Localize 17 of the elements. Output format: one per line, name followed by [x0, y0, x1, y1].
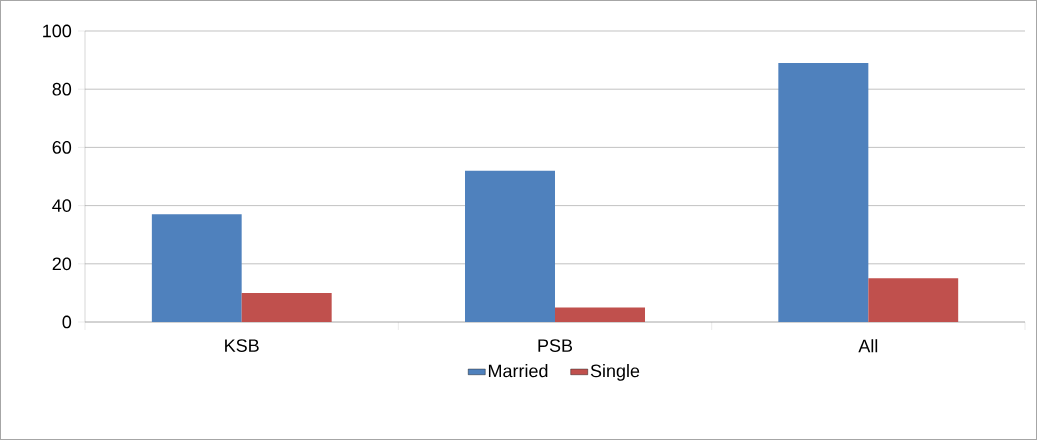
- x-tick-label: PSB: [538, 339, 573, 352]
- legend-label: Married: [488, 364, 548, 378]
- y-tick-label: 60: [52, 141, 72, 154]
- bar: [555, 307, 645, 322]
- y-tick-label: 0: [62, 315, 72, 329]
- legend-label: Single: [590, 364, 640, 381]
- x-tick-label: All: [858, 339, 878, 353]
- bar: [465, 170, 555, 322]
- y-tick-label: 20: [52, 257, 72, 271]
- bar: [868, 278, 959, 322]
- y-tick-label: 100: [43, 24, 72, 38]
- bar: [778, 63, 869, 322]
- bar: [241, 292, 332, 322]
- y-tick-label: 40: [52, 199, 72, 212]
- bar: [151, 214, 242, 322]
- y-tick-label: 80: [52, 82, 72, 96]
- x-tick-label: KSB: [225, 339, 259, 352]
